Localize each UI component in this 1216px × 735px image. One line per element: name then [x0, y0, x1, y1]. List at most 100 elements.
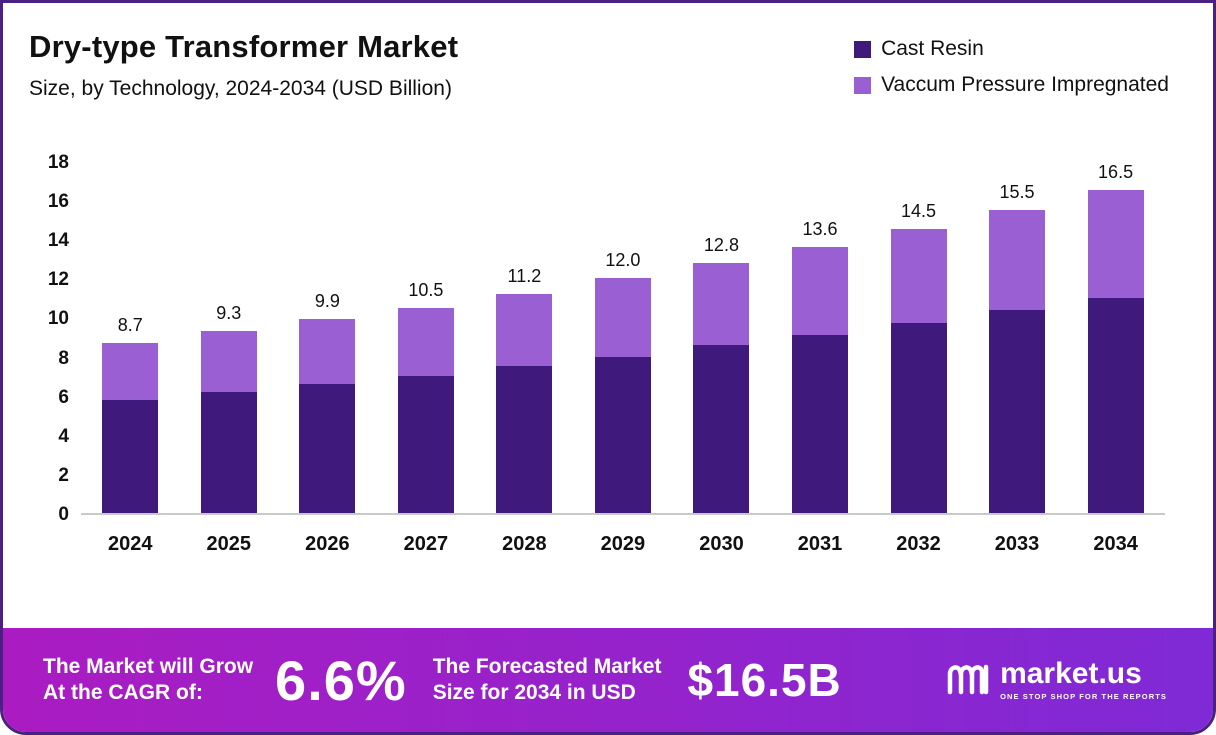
segment-cast-resin[interactable] [397, 376, 454, 513]
forecast-label: The Forecasted Market Size for 2034 in U… [433, 654, 662, 707]
header-titles: Dry-type Transformer Market Size, by Tec… [29, 29, 458, 101]
segment-cast-resin[interactable] [299, 383, 356, 513]
legend-item-cast-resin: Cast Resin [854, 37, 1169, 61]
segment-cast-resin[interactable] [496, 366, 553, 513]
bar-total-label: 8.7 [117, 314, 143, 335]
stacked-bar[interactable] [890, 229, 947, 513]
segment-vaccum-pressure-impregnated[interactable] [200, 331, 257, 392]
bar-column: 13.6 [790, 163, 850, 513]
bar-column: 16.5 [1086, 162, 1146, 513]
segment-vaccum-pressure-impregnated[interactable] [1087, 190, 1144, 298]
bar-total-label: 12.0 [605, 250, 641, 271]
footer-banner: The Market will Grow At the CAGR of: 6.6… [3, 628, 1213, 732]
x-axis-label: 2033 [994, 533, 1040, 555]
stacked-bar[interactable] [1087, 190, 1144, 513]
stacked-bar[interactable] [397, 307, 454, 513]
y-axis: 0 2 4 6 8 10 12 14 16 18 [31, 152, 81, 525]
stacked-bar[interactable] [200, 331, 257, 513]
segment-cast-resin[interactable] [102, 399, 159, 513]
segment-cast-resin[interactable] [1087, 297, 1144, 513]
y-axis-tick-label: 12 [47, 269, 69, 291]
y-axis-tick-label: 10 [47, 308, 69, 330]
brand-name: market.us [1000, 657, 1142, 691]
chart-legend: Cast Resin Vaccum Pressure Impregnated [854, 29, 1169, 97]
segment-cast-resin[interactable] [791, 335, 848, 513]
page-title: Dry-type Transformer Market [29, 29, 459, 64]
bar-total-label: 16.5 [1098, 162, 1134, 183]
bar-column: 10.5 [396, 163, 456, 513]
legend-label: Cast Resin [881, 37, 984, 60]
segment-vaccum-pressure-impregnated[interactable] [496, 294, 553, 367]
segment-vaccum-pressure-impregnated[interactable] [989, 209, 1046, 310]
forecast-value: $16.5B [687, 654, 842, 706]
segment-cast-resin[interactable] [890, 323, 947, 513]
bar-total-label: 9.3 [216, 303, 242, 324]
x-axis-label: 2026 [305, 533, 350, 555]
segment-cast-resin[interactable] [989, 309, 1046, 513]
segment-vaccum-pressure-impregnated[interactable] [594, 278, 651, 357]
y-axis-tick-label: 2 [58, 464, 69, 486]
legend-swatch [854, 40, 872, 58]
marketus-logo-icon [946, 661, 990, 700]
y-axis-tick-label: 8 [58, 347, 69, 369]
x-axis-label: 2027 [403, 533, 449, 555]
segment-vaccum-pressure-impregnated[interactable] [397, 307, 454, 377]
segment-cast-resin[interactable] [693, 344, 750, 513]
bar-column: 11.2 [494, 163, 554, 513]
segment-vaccum-pressure-impregnated[interactable] [693, 262, 750, 345]
plot-area: 8.7 9.3 9.9 10.5 11.2 12.0 12.8 13.6 14.5 15.5 16.… [81, 162, 1165, 515]
header: Dry-type Transformer Market Size, by Tec… [3, 3, 1213, 101]
segment-vaccum-pressure-impregnated[interactable] [299, 319, 356, 384]
x-axis-label: 2029 [600, 533, 646, 555]
segment-vaccum-pressure-impregnated[interactable] [102, 342, 159, 400]
stacked-bar[interactable] [791, 247, 848, 513]
stacked-bar[interactable] [496, 294, 553, 513]
x-axis-label: 2034 [1093, 533, 1138, 555]
segment-vaccum-pressure-impregnated[interactable] [791, 247, 848, 336]
stacked-bar[interactable] [693, 262, 750, 513]
bar-column: 12.0 [593, 163, 653, 513]
bar-column: 8.7 [100, 163, 160, 513]
y-axis-tick-label: 6 [58, 386, 69, 408]
y-axis-tick-label: 0 [58, 504, 69, 525]
x-axis-label: 2028 [502, 533, 547, 555]
bar-column: 9.9 [297, 163, 357, 513]
segment-cast-resin[interactable] [594, 356, 651, 513]
stacked-bar[interactable] [299, 319, 356, 513]
y-axis-tick-label: 4 [58, 425, 69, 447]
bar-total-label: 12.8 [703, 234, 739, 255]
x-axis-label: 2030 [699, 533, 744, 555]
brand-text: market.us ONE STOP SHOP FOR THE REPORTS [1000, 659, 1167, 701]
bar-column: 9.3 [199, 163, 259, 513]
y-axis-tick-label: 14 [47, 230, 69, 252]
cagr-label-line2: At the CAGR of: [43, 681, 203, 704]
cagr-label-line1: The Market will Grow [43, 654, 254, 678]
legend-swatch [854, 76, 872, 94]
bar-total-label: 10.5 [408, 279, 444, 300]
y-axis-tick-label: 18 [47, 152, 69, 173]
bar-column: 14.5 [889, 163, 949, 513]
legend-item-vpi: Vaccum Pressure Impregnated [854, 73, 1169, 97]
segment-vaccum-pressure-impregnated[interactable] [890, 229, 947, 324]
stacked-bar[interactable] [102, 342, 159, 513]
bar-total-label: 13.6 [802, 219, 838, 240]
bar-total-label: 15.5 [999, 181, 1035, 202]
segment-cast-resin[interactable] [200, 391, 257, 513]
chart-area: 0 2 4 6 8 10 12 14 16 18 8.7 9.3 9.9 10.5 11.2 12.0 12.… [3, 152, 1213, 556]
x-axis-label: 2031 [797, 533, 843, 555]
bar-total-label: 11.2 [507, 266, 542, 286]
brand-tagline: ONE STOP SHOP FOR THE REPORTS [1000, 692, 1167, 702]
x-axis-label: 2025 [206, 533, 252, 555]
cagr-value: 6.6% [275, 648, 407, 712]
plot-wrap: 8.7 9.3 9.9 10.5 11.2 12.0 12.8 13.6 14.5 15.5 16.… [81, 162, 1165, 556]
bar-column: 15.5 [987, 163, 1047, 513]
stacked-bar[interactable] [594, 278, 651, 513]
y-axis-tick-label: 16 [47, 191, 69, 213]
cagr-label: The Market will Grow At the CAGR of: [43, 654, 253, 707]
brand-lockup[interactable]: market.us ONE STOP SHOP FOR THE REPORTS [946, 659, 1167, 701]
bar-column: 12.8 [691, 163, 751, 513]
stacked-bar[interactable] [989, 209, 1046, 513]
x-axis: 2024 2025 2026 2027 2028 2029 2030 2031 2032 2033… [81, 533, 1165, 556]
bar-total-label: 14.5 [900, 201, 937, 222]
